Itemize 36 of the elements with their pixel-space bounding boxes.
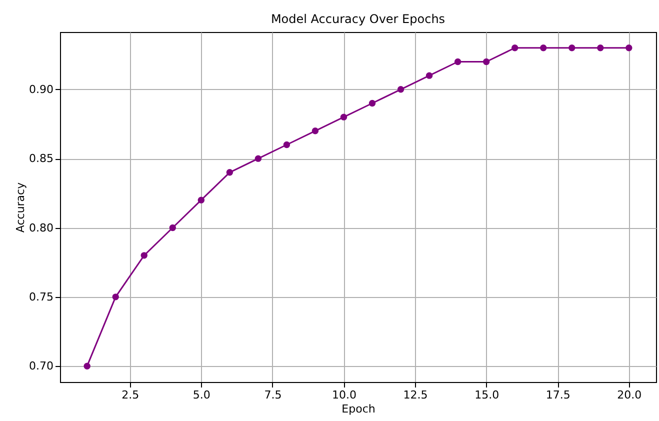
point <box>254 155 262 162</box>
x-tick-label: 17.5 <box>546 388 570 402</box>
y-tick-label: 0.80 <box>29 221 54 234</box>
point <box>226 169 234 176</box>
point <box>511 44 518 52</box>
point <box>568 44 576 52</box>
point <box>283 141 290 148</box>
x-tick-label: 5.0 <box>192 388 210 402</box>
point <box>454 58 462 66</box>
point <box>198 196 205 204</box>
point <box>368 100 376 107</box>
y-tick-label: 0.75 <box>29 290 54 304</box>
point <box>626 44 632 52</box>
y-axis-title: Accuracy <box>14 182 28 233</box>
y-tick-label: 0.85 <box>29 152 54 166</box>
point <box>140 252 148 259</box>
point <box>340 114 348 120</box>
point <box>426 72 433 79</box>
point <box>312 128 319 134</box>
y-tick-label: 0.90 <box>29 82 54 96</box>
point <box>84 362 90 370</box>
point <box>397 86 404 93</box>
point <box>169 224 176 232</box>
x-tick-label: 10.0 <box>332 388 356 402</box>
x-tick-label: 20.0 <box>617 388 642 402</box>
x-tick-label: 12.5 <box>403 388 428 402</box>
point <box>540 44 547 52</box>
x-tick-label: 15.0 <box>474 388 500 402</box>
point <box>597 44 604 52</box>
x-axis-title: Epoch <box>342 402 376 416</box>
x-tick-label: 2.5 <box>122 388 140 402</box>
y-tick-label: 0.70 <box>29 360 54 373</box>
point <box>112 294 119 300</box>
chart-title: Model Accuracy Over Epochs <box>270 12 446 26</box>
point <box>482 58 490 66</box>
x-tick-label: 7.5 <box>264 388 282 402</box>
